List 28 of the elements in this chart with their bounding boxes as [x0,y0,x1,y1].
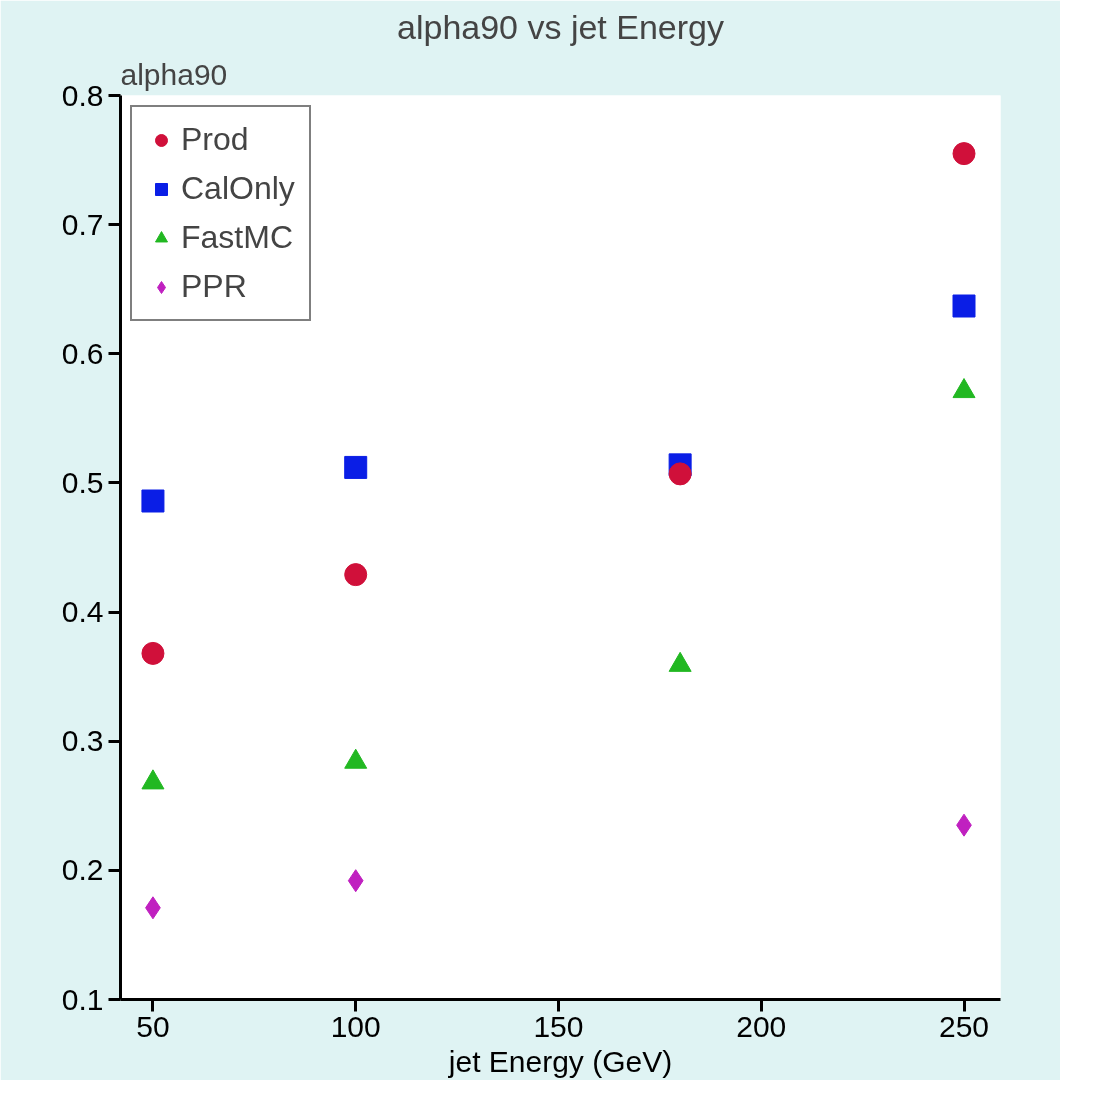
y-axis-title: alpha90 [120,57,228,91]
legend-label: Prod [181,121,249,158]
legend-label: CalOnly [181,170,295,207]
x-tick-label: 150 [533,1009,584,1043]
point [344,563,368,587]
y-tick-label: 0.6 [61,336,104,370]
point [668,462,692,486]
point [347,869,364,893]
y-tick-label: 0.1 [61,982,104,1016]
point [952,294,976,318]
chart-title: alpha90 vs jet Energy [397,7,724,46]
y-tick-label: 0.5 [61,465,104,499]
y-tick-label: 0.7 [61,207,104,241]
y-tick-label: 0.3 [61,724,104,758]
point [141,489,165,513]
x-tick-label: 50 [136,1009,170,1043]
legend-label: PPR [181,268,247,305]
x-axis-title: jet Energy (GeV) [447,1044,673,1078]
x-tick-label: 250 [938,1009,990,1043]
point [952,142,976,166]
x-tick-label: 200 [736,1009,787,1043]
y-tick-label: 0.2 [61,853,104,887]
point [344,455,368,479]
legend-label: FastMC [181,219,293,256]
y-tick-label: 0.8 [61,78,104,112]
x-tick-label: 100 [330,1009,381,1043]
y-tick-label: 0.4 [61,595,104,629]
point [141,641,165,665]
